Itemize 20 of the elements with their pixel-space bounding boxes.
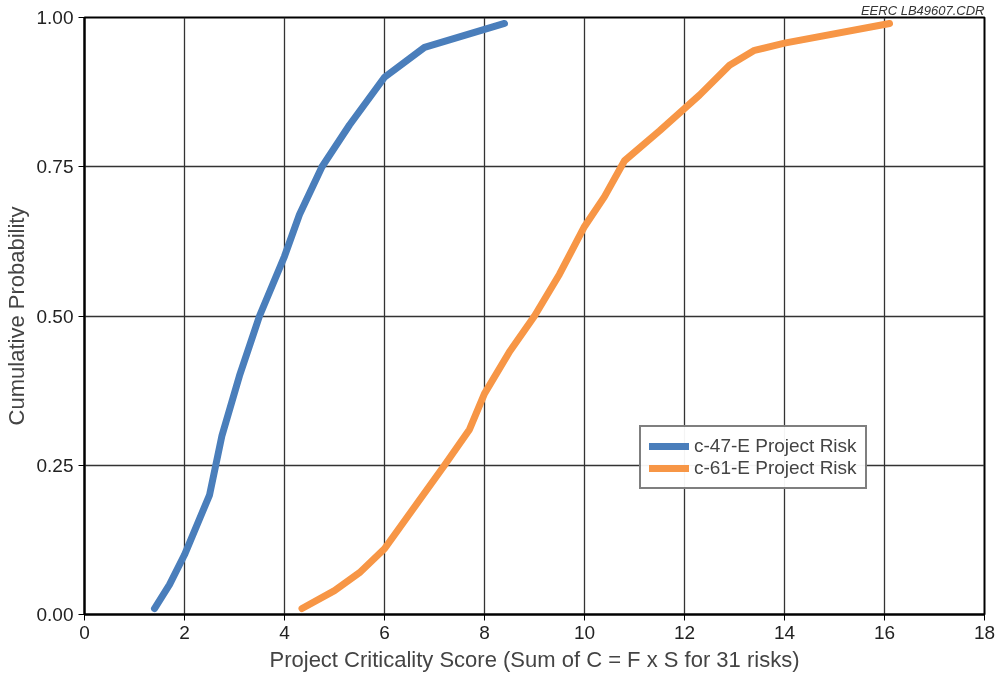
y-tick-label: 0.50 [36, 305, 74, 327]
x-tick-label: 16 [873, 621, 896, 643]
x-axis-title: Project Criticality Score (Sum of C = F x S for 31 risks) [269, 646, 800, 672]
x-tick-label: 0 [79, 621, 90, 643]
x-tick-label: 14 [773, 621, 796, 643]
x-tick-label: 8 [479, 621, 490, 643]
annotation: EERC LB49607.CDR [860, 2, 985, 18]
x-tick-label: 10 [573, 621, 596, 643]
legend-label: c-61-E Project Risk [694, 457, 857, 479]
y-axis-title: Cumulative Probability [3, 206, 29, 426]
legend-label: c-47-E Project Risk [694, 435, 857, 457]
y-tick-label: 0.25 [36, 454, 74, 476]
y-tick-label: 1.00 [36, 7, 74, 28]
y-tick-label: 0.75 [36, 156, 74, 178]
y-tick-label: 0.00 [36, 604, 74, 625]
x-tick-label: 18 [973, 621, 996, 643]
x-tick-label: 4 [279, 621, 291, 643]
x-tick-label: 12 [673, 621, 696, 643]
x-tick-label: 2 [179, 621, 190, 643]
x-tick-label: 6 [379, 621, 390, 643]
